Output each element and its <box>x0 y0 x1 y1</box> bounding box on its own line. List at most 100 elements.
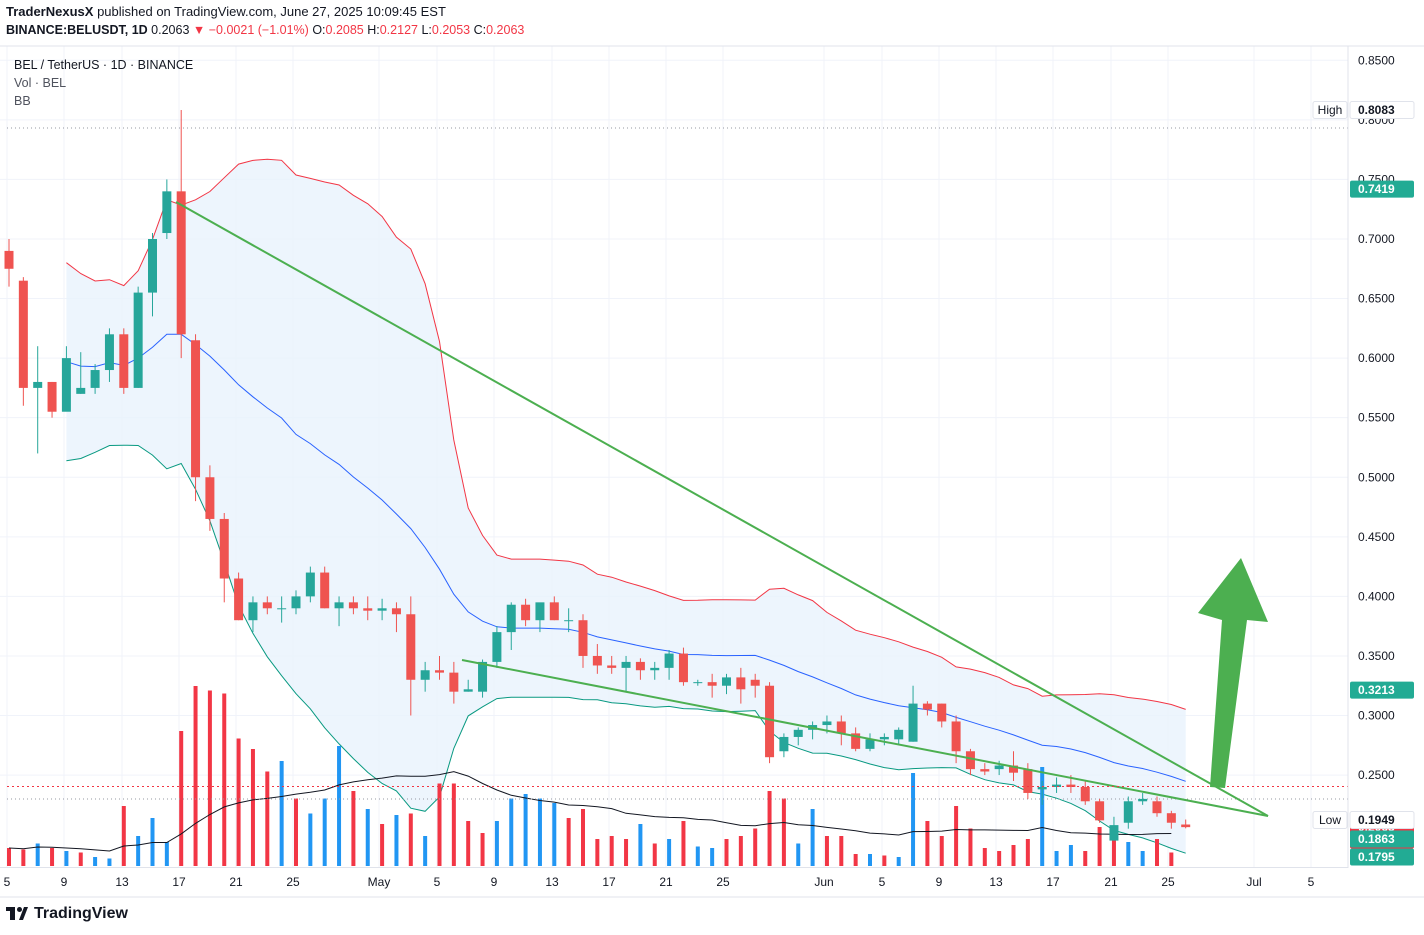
lower-trendline[interactable] <box>461 659 1269 817</box>
price-tick-label: 0.5500 <box>1358 411 1395 425</box>
candle-body <box>621 661 631 668</box>
price-axis[interactable]: 0.85000.80000.75000.70000.65000.60000.55… <box>1358 53 1395 782</box>
volume-bar <box>982 848 987 866</box>
volume-bar <box>279 761 284 866</box>
volume-bar <box>796 843 801 866</box>
volume-bar <box>250 749 255 866</box>
price-label-box <box>1350 848 1414 866</box>
time-tick-label: 13 <box>545 875 559 889</box>
candle-body <box>348 602 358 609</box>
candle-body <box>980 769 990 772</box>
candle-body <box>678 653 688 683</box>
candle-body <box>1152 801 1162 814</box>
candle-body <box>894 729 904 740</box>
upper-trendline[interactable] <box>175 201 1269 817</box>
candle-body <box>76 387 86 394</box>
volume-bar <box>1169 852 1174 866</box>
candle-body <box>922 703 932 710</box>
volume-bar <box>179 731 184 866</box>
price-label-value: 0.1795 <box>1358 850 1395 864</box>
time-axis[interactable]: 5 9 13 17 21 25 May 5 9 13 17 21 25 Jun 5 9 13 17 21 25 Jul 5 <box>4 875 1315 889</box>
chart-legend: BEL / TetherUS · 1D · BINANCE Vol · BEL … <box>14 56 193 110</box>
candle-body <box>535 602 545 621</box>
price-label-value: 0.1949 <box>1358 813 1395 827</box>
symbol-label[interactable]: BINANCE:BELUSDT, 1D <box>6 23 148 37</box>
volume-bar <box>523 794 528 866</box>
candle-body <box>635 661 645 671</box>
breakout-arrow[interactable] <box>1198 558 1268 788</box>
close-value: 0.2063 <box>486 23 525 37</box>
price-tag-label: High <box>1318 103 1343 117</box>
volume-bar <box>997 851 1002 866</box>
volume-bar <box>1025 839 1030 866</box>
candle-body <box>836 721 846 734</box>
candle-body <box>47 381 57 412</box>
volume-bar <box>35 843 40 866</box>
candle-body <box>1181 824 1191 828</box>
candle-body <box>693 682 703 684</box>
candle-body <box>463 689 473 692</box>
close-label: C: <box>473 23 487 37</box>
volume-bar <box>451 783 456 866</box>
quote-line: BINANCE:BELUSDT, 1D 0.2063 ▼ −0.0021 (−1… <box>6 23 524 37</box>
open-label: O: <box>312 23 326 37</box>
candle-body <box>1095 801 1105 821</box>
tradingview-brand: TradingView <box>34 905 128 922</box>
candle-body <box>133 292 143 388</box>
tradingview-logo[interactable]: TradingView <box>6 905 128 923</box>
price-tag-box <box>1312 100 1348 119</box>
author-name[interactable]: TraderNexusX <box>6 4 94 19</box>
price-label-value: 0.1863 <box>1358 832 1395 846</box>
time-tick-label: 5 <box>879 875 886 889</box>
candle-body <box>18 280 28 388</box>
volume-bar <box>236 738 241 866</box>
candle-body <box>707 682 717 686</box>
candle-body <box>148 238 157 293</box>
volume-bar <box>1040 767 1045 866</box>
volume-bar <box>638 824 643 866</box>
candle-body <box>1037 786 1047 790</box>
volume-bar <box>408 813 413 866</box>
volume-bar <box>294 798 298 866</box>
time-tick-label: 5 <box>4 875 11 889</box>
candle-body <box>377 608 387 611</box>
volume-bar <box>939 836 944 866</box>
volume-bar <box>394 815 399 866</box>
legend-bollinger[interactable]: BB <box>14 94 31 108</box>
price-tick-label: 0.3500 <box>1358 649 1395 663</box>
price-tick-label: 0.4000 <box>1358 589 1395 603</box>
open-value: 0.2085 <box>325 23 364 37</box>
volume-bar <box>136 836 141 866</box>
legend-volume[interactable]: Vol · BEL <box>14 76 67 90</box>
price-tick-label: 0.3000 <box>1358 709 1395 723</box>
candle-body <box>262 602 272 609</box>
volume-bar <box>595 839 600 866</box>
volume-bar <box>652 843 657 866</box>
time-tick-label: May <box>368 875 391 889</box>
volume-bar <box>322 798 327 866</box>
candle-body <box>291 596 301 609</box>
candle-body <box>1009 765 1018 773</box>
volume-bar <box>308 813 313 866</box>
candle-body <box>521 604 531 621</box>
candle-body <box>750 679 760 686</box>
volume-bar <box>7 848 11 866</box>
price-tick-label: 0.6000 <box>1358 351 1395 365</box>
volume-bar <box>581 809 585 866</box>
price-label-box <box>1350 830 1414 848</box>
candle-body <box>607 665 617 668</box>
time-tick-label: 21 <box>1104 875 1118 889</box>
candle-body <box>449 672 459 692</box>
volume-bar <box>1155 839 1159 866</box>
volume-bar <box>753 828 758 866</box>
price-tick-label: 0.7000 <box>1358 232 1395 246</box>
legend-title[interactable]: BEL / TetherUS · 1D · BINANCE <box>14 58 194 72</box>
candles <box>4 109 1191 841</box>
time-tick-label: 21 <box>659 875 673 889</box>
price-labels: 0.8083High0.74190.32130.206308:50:160.19… <box>1312 100 1415 866</box>
volume-bar <box>64 851 69 866</box>
volume-bar <box>480 833 485 866</box>
volume-bar <box>1111 839 1116 866</box>
volume-bar <box>337 746 342 866</box>
